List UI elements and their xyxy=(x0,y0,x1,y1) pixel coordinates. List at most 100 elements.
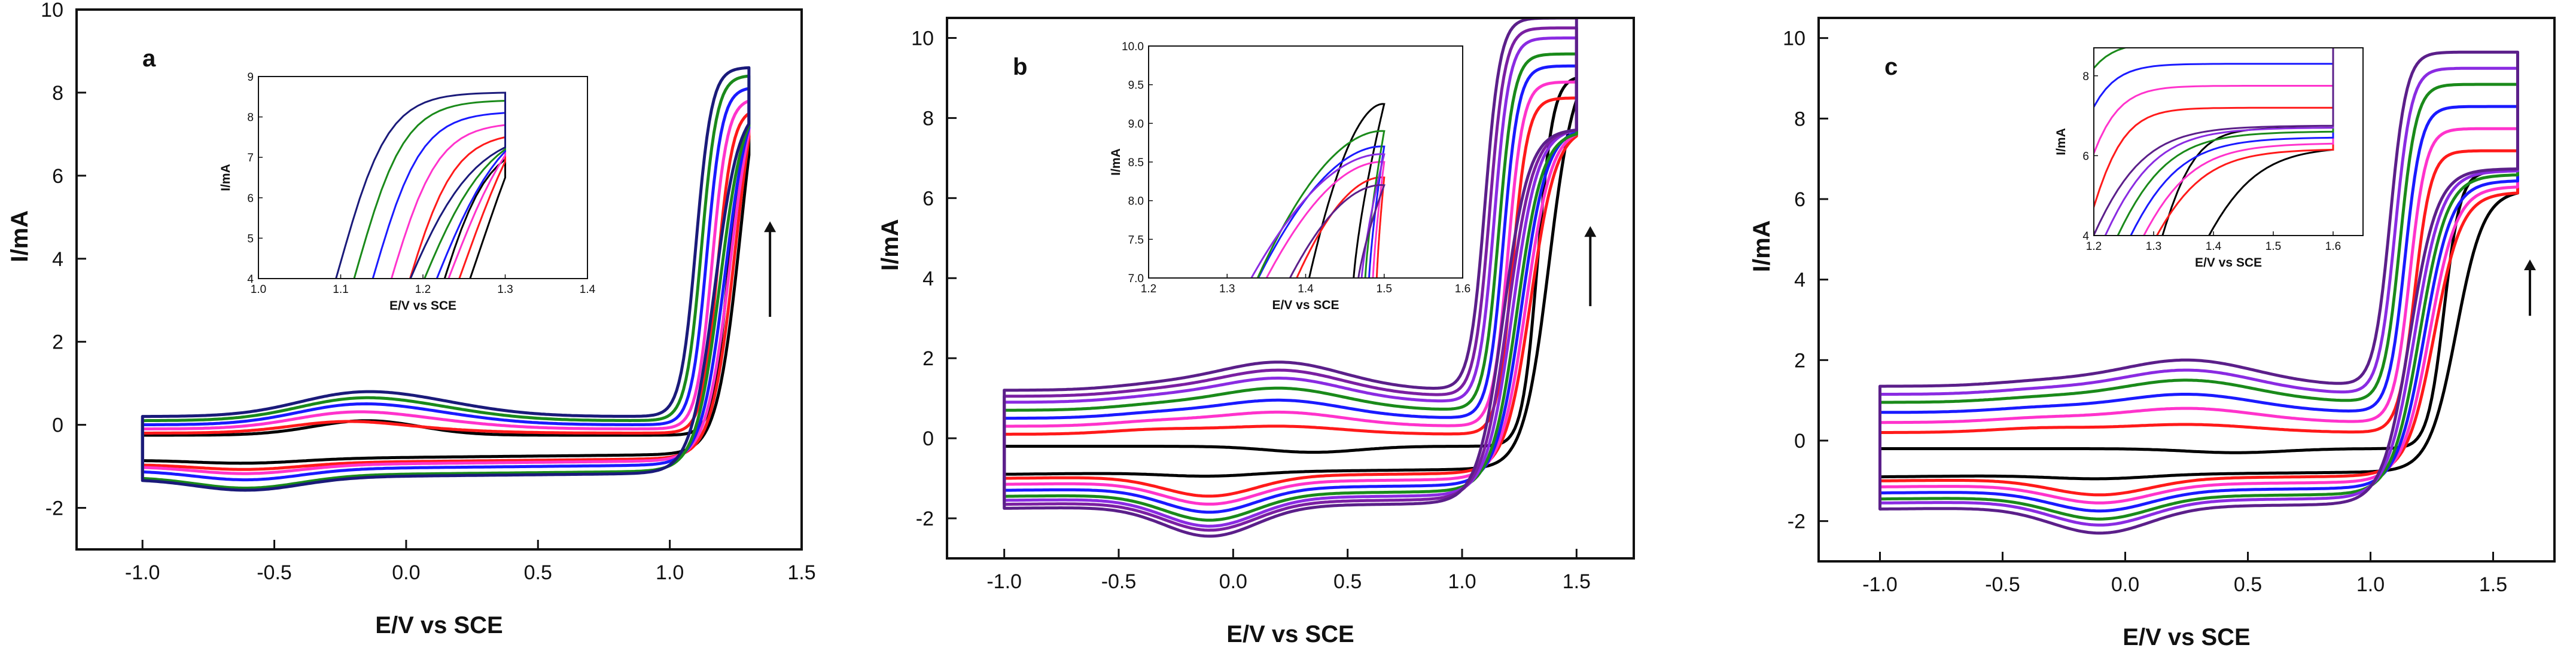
x-tick-label: -0.5 xyxy=(1101,570,1137,593)
inset-y-tick-label: 6 xyxy=(2082,150,2089,163)
y-tick-label: 10 xyxy=(1783,27,1805,50)
inset-x-tick-label: 1.2 xyxy=(2086,240,2102,253)
x-tick-label: 0.5 xyxy=(1333,570,1362,593)
inset-y-tick-label: 8.0 xyxy=(1128,195,1144,208)
y-tick-label: 4 xyxy=(922,267,934,290)
x-tick-label: 1.5 xyxy=(1563,570,1591,593)
inset-y-axis-title: I/mA xyxy=(2054,128,2068,155)
y-axis-title: I/mA xyxy=(7,210,33,262)
inset-curve-cycle-5 xyxy=(2094,48,2334,236)
inset-x-tick-label: 1.3 xyxy=(2146,240,2161,253)
panel-b: -1.0 -0.5 0.0 0.5 1.0 1.5 -2 0 2 4 6 8 10 E/V vs SCE I… xyxy=(877,17,1635,647)
inset-curve-cycle-6 xyxy=(2104,48,2334,236)
plot-frame xyxy=(1817,17,2556,563)
inset-y-axis-title: I/mA xyxy=(1109,148,1123,176)
inset-loop-1 xyxy=(1295,176,1386,278)
inset-curve-cycle-4 xyxy=(372,112,506,279)
panel-c-curves xyxy=(1878,50,2519,535)
y-tick-label: 0 xyxy=(1794,430,1805,453)
x-tick-label: 0.0 xyxy=(1219,570,1247,593)
y-tick-label: 6 xyxy=(1794,188,1805,211)
cv-curve-cycle-4 xyxy=(1878,105,2519,513)
cv-curve-cycle-8 xyxy=(1003,18,1578,538)
inset-x-axis-title: E/V vs SCE xyxy=(1272,298,1339,312)
y-tick-label: 6 xyxy=(922,187,934,210)
x-tick-label: -0.5 xyxy=(257,561,292,584)
inset-y-tick-label: 5 xyxy=(247,233,254,245)
y-axis-title: I/mA xyxy=(1749,220,1775,272)
inset-loop-6 xyxy=(1289,184,1386,278)
inset-curves xyxy=(1250,103,1386,278)
x-axis-title: E/V vs SCE xyxy=(1226,621,1354,647)
inset-x-tick-label: 1.3 xyxy=(1219,283,1235,295)
inset-y-tick-label: 6 xyxy=(247,192,254,205)
cv-curve-cycle-2 xyxy=(1878,149,2519,497)
panel-letter: b xyxy=(1013,54,1027,80)
x-tick-label: -1.0 xyxy=(986,570,1022,593)
x-axis-title: E/V vs SCE xyxy=(2123,624,2250,650)
panel-b-curves xyxy=(1003,18,1578,538)
inset-plot: 1.2 1.3 1.4 1.5 1.6 4 6 8 E/V vs SCE I/mA xyxy=(2054,47,2364,270)
growth-arrow-head xyxy=(1584,226,1597,237)
plot-frame xyxy=(75,8,803,551)
cv-curve-cycle-3 xyxy=(1878,127,2519,505)
inset-y-tick-label: 7.0 xyxy=(1128,273,1144,285)
y-tick-label: -2 xyxy=(1788,511,1805,533)
inset-y-tick-label: 4 xyxy=(2082,230,2089,243)
growth-arrow-head xyxy=(2524,259,2536,270)
inset-loop-5 xyxy=(1250,153,1386,278)
inset-x-tick-label: 1.2 xyxy=(415,283,431,296)
panel-a-curves xyxy=(141,66,751,492)
inset-x-tick-label: 1.3 xyxy=(497,283,513,296)
inset-x-tick-label: 1.2 xyxy=(1141,283,1156,295)
x-tick-label: -0.5 xyxy=(1985,573,2020,596)
inset-curve-cycle-2 xyxy=(2094,106,2334,236)
inset-curve-cycle-3 xyxy=(390,124,506,279)
cv-curve-cycle-6 xyxy=(1878,66,2519,527)
inset-loop-2 xyxy=(1265,161,1386,278)
inset-x-axis-title: E/V vs SCE xyxy=(2195,256,2262,270)
inset-curve-cycle-5 xyxy=(353,100,506,279)
inset-y-tick-label: 8 xyxy=(247,112,254,124)
panel-c: -1.0 -0.5 0.0 0.5 1.0 1.5 -2 0 2 4 6 8 10 E/V vs SCE I… xyxy=(1749,17,2556,650)
panel-letter: c xyxy=(1884,54,1898,80)
y-tick-label: 2 xyxy=(52,331,63,354)
inset-curves xyxy=(335,91,506,279)
inset-y-tick-label: 10.0 xyxy=(1122,41,1144,53)
x-axis-title: E/V vs SCE xyxy=(375,612,503,638)
inset-curve-cycle-4 xyxy=(2094,63,2334,236)
x-tick-label: 1.0 xyxy=(2356,573,2385,596)
y-tick-label: 8 xyxy=(52,82,63,105)
x-tick-label: -1.0 xyxy=(1862,573,1898,596)
y-tick-label: 0 xyxy=(922,427,934,450)
inset-y-tick-label: 4 xyxy=(247,273,254,286)
cv-curve-cycle-6 xyxy=(141,66,751,492)
inset-y-tick-label: 9 xyxy=(247,71,254,84)
y-tick-label: 0 xyxy=(52,414,63,437)
inset-x-tick-label: 1.6 xyxy=(2325,240,2341,253)
y-tick-label: 4 xyxy=(52,248,63,271)
x-tick-label: 0.0 xyxy=(392,561,420,584)
y-tick-label: 6 xyxy=(52,165,63,188)
inset-plot: 1.0 1.1 1.2 1.3 1.4 4 5 6 7 8 9 E/V vs SCE I/mA xyxy=(219,71,596,313)
inset-y-tick-label: 8 xyxy=(2082,71,2089,83)
inset-curves xyxy=(2094,48,2334,236)
inset-x-tick-label: 1.4 xyxy=(580,283,596,296)
cv-curve-cycle-7 xyxy=(1878,50,2519,535)
x-tick-label: 1.5 xyxy=(2479,573,2507,596)
y-tick-label: 8 xyxy=(1794,108,1805,130)
y-tick-label: -2 xyxy=(916,508,934,530)
y-tick-label: 4 xyxy=(1794,269,1805,292)
y-axis-title: I/mA xyxy=(877,219,903,271)
growth-arrow-head xyxy=(764,221,777,233)
plot-frame xyxy=(946,17,1635,560)
inset-x-tick-label: 1.4 xyxy=(1298,283,1314,295)
inset-x-tick-label: 1.1 xyxy=(333,283,348,296)
y-tick-label: 8 xyxy=(922,107,934,130)
inset-curve-cycle-3 xyxy=(2094,85,2334,236)
x-tick-label: 0.5 xyxy=(524,561,552,584)
inset-y-tick-label: 7.5 xyxy=(1128,234,1144,246)
x-tick-label: 0.5 xyxy=(2234,573,2262,596)
y-tick-label: 2 xyxy=(922,347,934,370)
